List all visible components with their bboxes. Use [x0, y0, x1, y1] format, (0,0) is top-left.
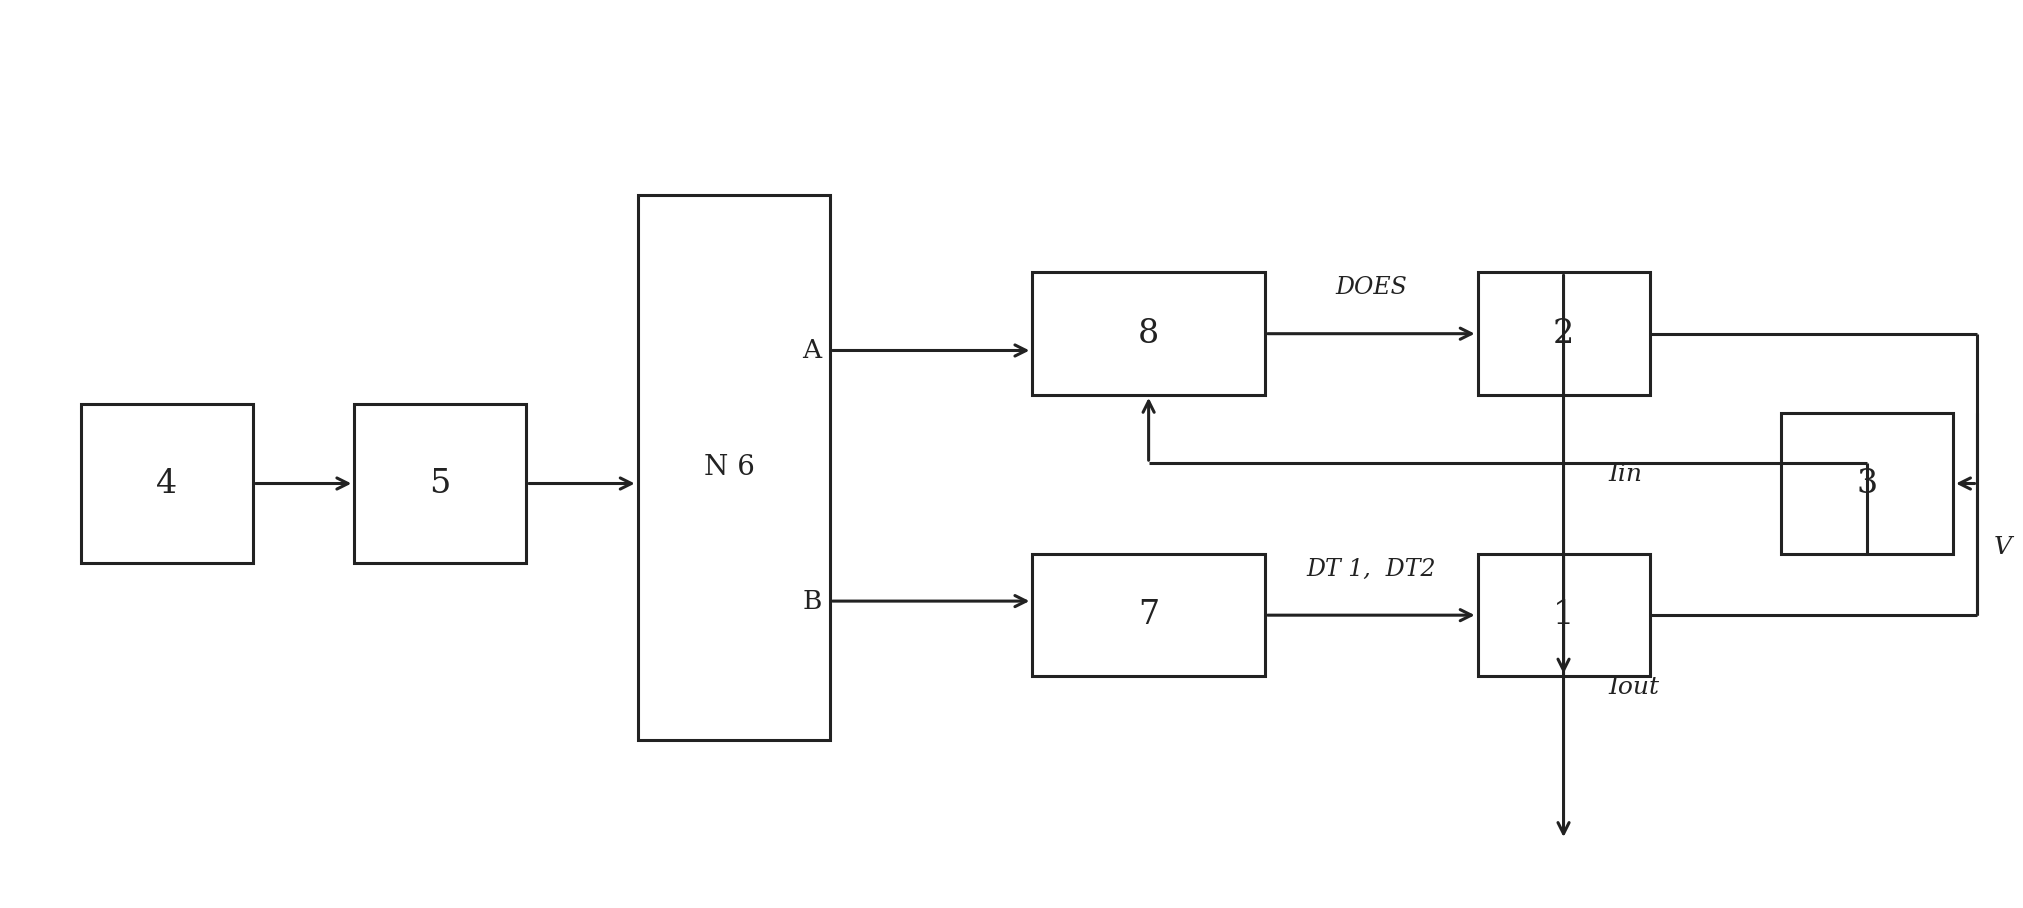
Text: Iout: Iout [1606, 676, 1659, 699]
Text: B: B [801, 588, 821, 614]
Text: 3: 3 [1855, 468, 1877, 499]
Text: 8: 8 [1137, 318, 1159, 350]
Bar [1032, 272, 1264, 395]
Text: 5: 5 [429, 468, 451, 499]
Text: Iin: Iin [1606, 463, 1641, 486]
Text: DOES: DOES [1335, 276, 1406, 300]
Bar [1780, 413, 1952, 554]
Text: DT 1,  DT2: DT 1, DT2 [1307, 558, 1434, 581]
Text: 4: 4 [156, 468, 178, 499]
Bar [637, 195, 829, 740]
Bar [1477, 272, 1649, 395]
Bar [1477, 554, 1649, 676]
Text: N 6: N 6 [704, 454, 755, 481]
Bar [1032, 554, 1264, 676]
Text: 1: 1 [1552, 599, 1574, 631]
Text: A: A [803, 338, 821, 363]
Text: 7: 7 [1137, 599, 1159, 631]
Bar [81, 404, 253, 563]
Bar [354, 404, 526, 563]
Text: V: V [1993, 536, 2011, 558]
Text: 2: 2 [1552, 318, 1574, 350]
